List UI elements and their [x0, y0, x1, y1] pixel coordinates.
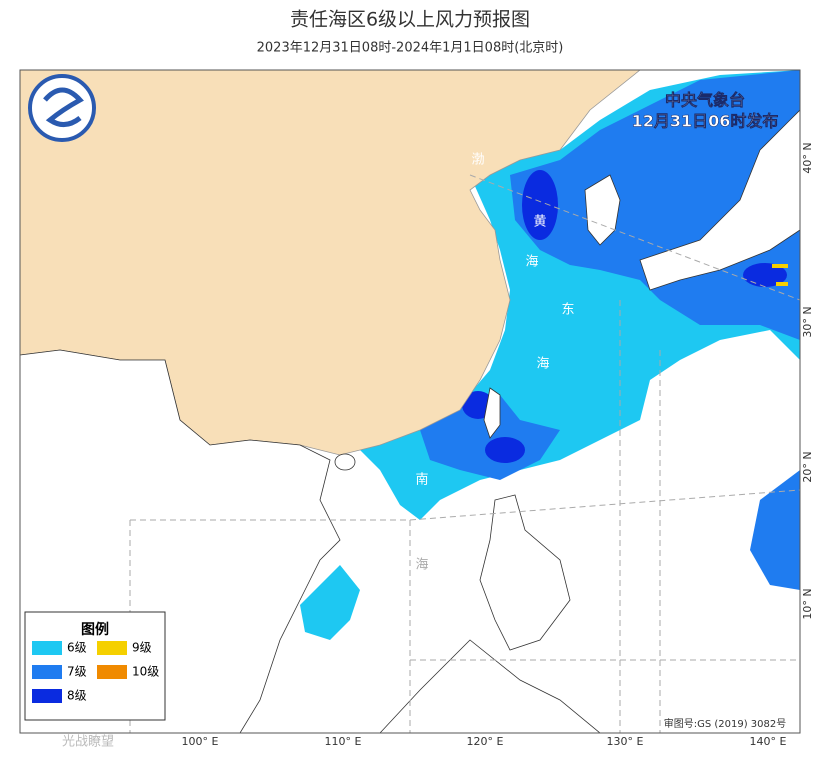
map-frame [19, 69, 801, 734]
lat-label: 30° N [801, 306, 814, 337]
wind-6-area [300, 565, 360, 640]
legend-title: 图例 [81, 621, 109, 638]
sea-label: 海 [415, 558, 428, 573]
issuer-name: 中央气象台 [665, 91, 745, 110]
wind-8-area [743, 263, 787, 287]
wind-9-area [776, 282, 788, 286]
watermark: 光战瞭望 [62, 734, 114, 750]
lon-label: 120° E [467, 735, 504, 748]
lat-label: 40° N [801, 142, 814, 173]
legend-swatch [32, 689, 62, 703]
legend-label: 8级 [67, 689, 87, 703]
wind-8-area [485, 437, 525, 463]
zone-boundaries [129, 174, 800, 733]
sea-label: 海 [525, 255, 538, 270]
title: 责任海区6级以上风力预报图 [290, 9, 530, 31]
sea-label: 黄 [533, 215, 546, 230]
wind-7-area [750, 470, 800, 590]
legend-swatch [97, 665, 127, 679]
wind-9-area [772, 264, 788, 268]
subtitle: 2023年12月31日08时-2024年1月1日08时(北京时) [257, 41, 564, 56]
lon-label: 130° E [607, 735, 644, 748]
legend-items: 6级 9级 7级 10级 8级 [32, 641, 159, 703]
legend-label: 10级 [132, 665, 159, 679]
sea-label: 渤 [471, 152, 484, 168]
lat-label: 20° N [801, 451, 814, 482]
lat-label: 10° N [801, 588, 814, 619]
borneo-land [379, 639, 601, 733]
hainan-land [334, 453, 356, 471]
lon-label: 140° E [750, 735, 787, 748]
lon-labels: 100° E 110° E 120° E 130° E 140° E [182, 735, 787, 748]
legend-label: 7级 [67, 665, 87, 679]
legend-label: 6级 [67, 641, 87, 655]
lon-label: 110° E [325, 735, 362, 748]
logo-mark [43, 87, 84, 127]
legend-swatch [32, 665, 62, 679]
legend-label: 9级 [132, 641, 152, 655]
lon-label: 100° E [182, 735, 219, 748]
wind-8-area [522, 170, 558, 240]
sea-label: 南 [415, 472, 428, 488]
sea-label: 东 [561, 303, 574, 318]
philippines-land [479, 494, 571, 651]
taiwan-land [483, 387, 501, 439]
legend-swatch [32, 641, 62, 655]
approval-number: 审图号:GS (2019) 3082号 [664, 717, 787, 730]
japan-land [639, 109, 800, 291]
issuer-time: 12月31日06时发布 [632, 112, 779, 131]
legend-swatch [97, 641, 127, 655]
lat-labels: 40° N 30° N 20° N 10° N [801, 142, 814, 619]
sea-label: 海 [536, 357, 549, 372]
